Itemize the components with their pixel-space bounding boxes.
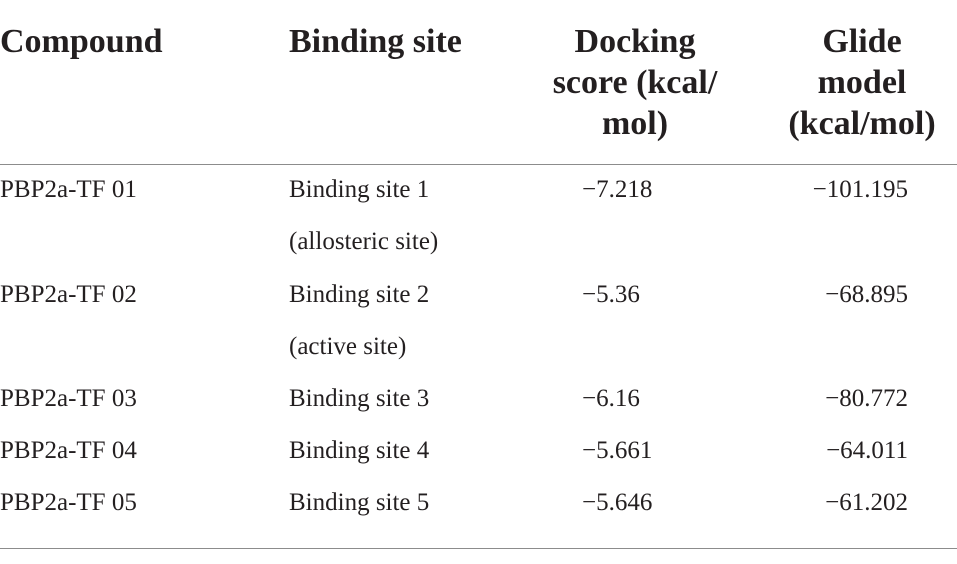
row-1-site-detail: (allosteric site)	[289, 228, 439, 255]
row-4-docking-score: −5.661	[582, 437, 653, 464]
row-5-glide-model: −61.202	[825, 489, 908, 516]
row-1-glide-model: −101.195	[812, 176, 908, 203]
header-glide-model: Glide model (kcal/mol)	[772, 21, 952, 144]
header-docking-line-3: mol)	[601, 105, 669, 142]
row-3-compound: PBP2a-TF 03	[0, 385, 137, 412]
row-4-glide-model: −64.011	[826, 437, 908, 464]
row-2-site-detail: (active site)	[289, 333, 407, 360]
row-1-docking-score: −7.218	[582, 176, 653, 203]
row-5-site: Binding site 5	[289, 489, 430, 516]
row-5-docking-score: −5.646	[582, 489, 653, 516]
row-3-glide-model: −80.772	[825, 385, 908, 412]
header-docking-line-1: Docking	[574, 23, 696, 60]
header-divider	[0, 164, 957, 165]
header-glide-line-1: Glide	[822, 23, 902, 60]
row-2-glide-model: −68.895	[825, 281, 908, 308]
row-2-compound: PBP2a-TF 02	[0, 281, 137, 308]
row-3-site: Binding site 3	[289, 385, 430, 412]
header-docking-line-2: score (kcal/	[552, 64, 718, 101]
header-binding-site: Binding site	[289, 23, 462, 60]
row-3-docking-score: −6.16	[582, 385, 640, 412]
row-4-compound: PBP2a-TF 04	[0, 437, 137, 464]
header-glide-line-2: model	[817, 64, 907, 101]
table-bottom-rule	[0, 548, 957, 549]
header-glide-line-3: (kcal/mol)	[788, 105, 936, 142]
header-docking-score: Docking score (kcal/ mol)	[535, 21, 735, 144]
row-2-docking-score: −5.36	[582, 281, 640, 308]
row-4-site: Binding site 4	[289, 437, 430, 464]
row-1-compound: PBP2a-TF 01	[0, 176, 137, 203]
row-5-compound: PBP2a-TF 05	[0, 489, 137, 516]
row-2-site: Binding site 2	[289, 281, 430, 308]
header-compound: Compound	[0, 23, 163, 60]
row-1-site: Binding site 1	[289, 176, 430, 203]
